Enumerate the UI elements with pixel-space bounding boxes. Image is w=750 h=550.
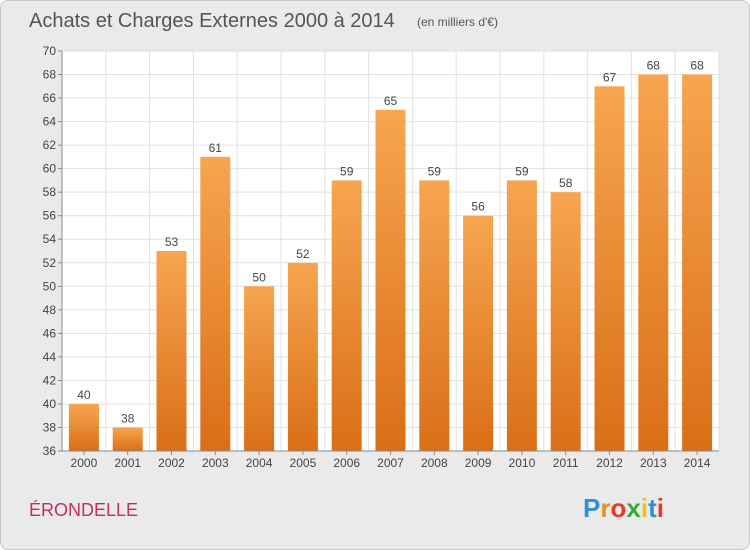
y-tick-label: 40	[43, 397, 57, 411]
y-tick-label: 44	[43, 350, 57, 364]
labels: 36 38 40 42 44 46 48 50 52 54 56 58 60 62 64 66 68 70 40 20…	[43, 44, 711, 470]
chart-title: Achats et Charges Externes 2000 à 2014	[29, 10, 395, 32]
y-tick-label: 52	[43, 256, 57, 270]
y-tick-label: 64	[43, 115, 57, 129]
x-tick-label-2002: 2002	[158, 456, 185, 470]
bar-2008	[419, 180, 450, 452]
proxiti-logo: Proxiti	[583, 493, 664, 523]
y-tick-label: 70	[43, 44, 57, 58]
x-tick-label-2014: 2014	[684, 456, 711, 470]
bar-2011	[550, 192, 581, 452]
bars	[68, 74, 713, 452]
bar-2005	[287, 262, 318, 451]
value-label-2000: 40	[77, 388, 91, 402]
chart-subtitle: (en milliers d'€)	[417, 15, 498, 29]
y-tick-label: 46	[43, 326, 57, 340]
y-tick-label: 54	[43, 232, 57, 246]
y-tick-label: 42	[43, 373, 57, 387]
bar-2013	[638, 74, 669, 451]
y-tick-label: 50	[43, 279, 57, 293]
commune-name: ÉRONDELLE	[29, 500, 138, 520]
x-tick-label-2003: 2003	[202, 456, 229, 470]
x-tick-label-2000: 2000	[71, 456, 98, 470]
x-tick-label-2012: 2012	[596, 456, 623, 470]
y-tick-label: 62	[43, 138, 57, 152]
x-tick-label-2005: 2005	[290, 456, 317, 470]
value-label-2008: 59	[428, 164, 442, 178]
bar-2006	[331, 180, 362, 452]
value-label-2010: 59	[515, 164, 529, 178]
x-tick-label-2001: 2001	[114, 456, 141, 470]
y-tick-label: 68	[43, 68, 57, 82]
axes	[58, 50, 719, 455]
value-label-2006: 59	[340, 164, 354, 178]
x-tick-label-2011: 2011	[553, 456, 579, 470]
bar-2007	[375, 109, 406, 451]
x-tick-label-2010: 2010	[509, 456, 536, 470]
y-tick-label: 36	[43, 444, 57, 458]
y-tick-label: 38	[43, 420, 57, 434]
bar-2014	[682, 74, 713, 451]
bar-2009	[463, 215, 494, 451]
bar-2004	[244, 286, 275, 451]
bar-2000	[68, 403, 99, 451]
bar-2002	[156, 251, 187, 451]
value-label-2004: 50	[252, 270, 266, 284]
bar-2010	[506, 180, 537, 452]
y-tick-label: 66	[43, 91, 57, 105]
x-tick-label-2007: 2007	[377, 456, 404, 470]
x-tick-label-2006: 2006	[333, 456, 360, 470]
y-tick-label: 56	[43, 209, 57, 223]
value-label-2007: 65	[384, 94, 398, 108]
x-tick-label-2008: 2008	[421, 456, 448, 470]
value-label-2014: 68	[690, 59, 704, 73]
value-label-2003: 61	[209, 141, 223, 155]
value-label-2001: 38	[121, 411, 135, 425]
bar-2012	[594, 86, 625, 451]
x-tick-label-2004: 2004	[246, 456, 273, 470]
value-label-2012: 67	[603, 70, 617, 84]
x-tick-label-2013: 2013	[640, 456, 667, 470]
value-label-2005: 52	[296, 247, 310, 261]
value-label-2013: 68	[647, 59, 661, 73]
value-label-2009: 56	[471, 200, 485, 214]
y-tick-label: 58	[43, 185, 57, 199]
y-tick-label: 48	[43, 303, 57, 317]
value-label-2011: 58	[559, 176, 573, 190]
x-tick-label-2009: 2009	[465, 456, 492, 470]
y-tick-label: 60	[43, 162, 57, 176]
value-label-2002: 53	[165, 235, 179, 249]
bar-2003	[200, 156, 231, 451]
bar-2001	[112, 427, 143, 451]
